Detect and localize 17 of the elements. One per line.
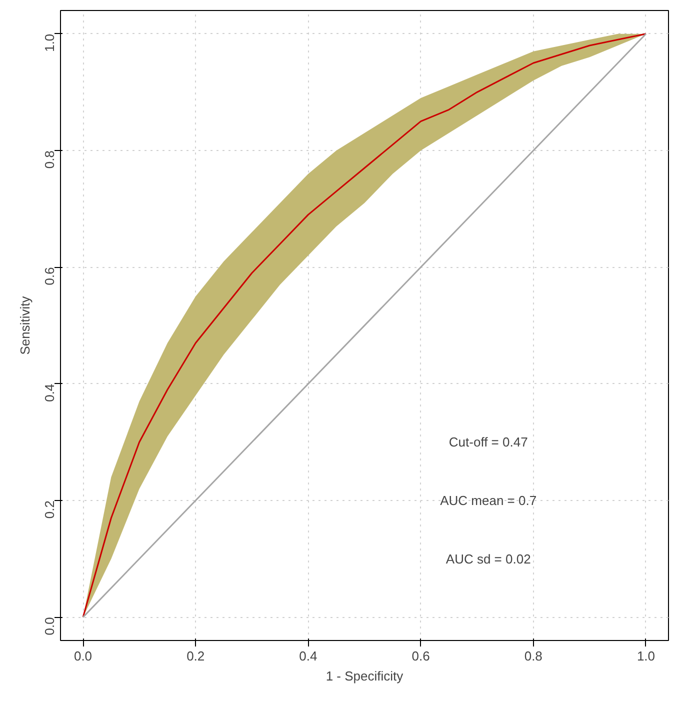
x-tick-label: 0.8 bbox=[524, 648, 542, 664]
x-tick-label: 0.2 bbox=[186, 648, 205, 664]
x-tick-label: 0.0 bbox=[74, 648, 92, 664]
x-axis-title: 1 - Specificity bbox=[326, 668, 404, 684]
annotation: AUC sd = 0.02 bbox=[446, 551, 531, 566]
x-tick-label: 0.4 bbox=[299, 648, 318, 664]
y-tick-label: 0.4 bbox=[42, 384, 57, 402]
y-tick-label: 0.6 bbox=[42, 267, 57, 286]
annotation: AUC mean = 0.7 bbox=[440, 493, 537, 508]
y-tick-label: 0.8 bbox=[42, 150, 57, 169]
x-tick-label: 1.0 bbox=[636, 648, 656, 664]
x-tick-label: 0.6 bbox=[412, 648, 430, 664]
y-tick-label: 0.2 bbox=[42, 500, 57, 519]
y-tick-label: 0.0 bbox=[42, 617, 57, 636]
annotation: Cut-off = 0.47 bbox=[448, 434, 528, 450]
y-tick-label: 1.0 bbox=[42, 34, 57, 52]
y-axis-title: Sensitivity bbox=[18, 296, 32, 355]
